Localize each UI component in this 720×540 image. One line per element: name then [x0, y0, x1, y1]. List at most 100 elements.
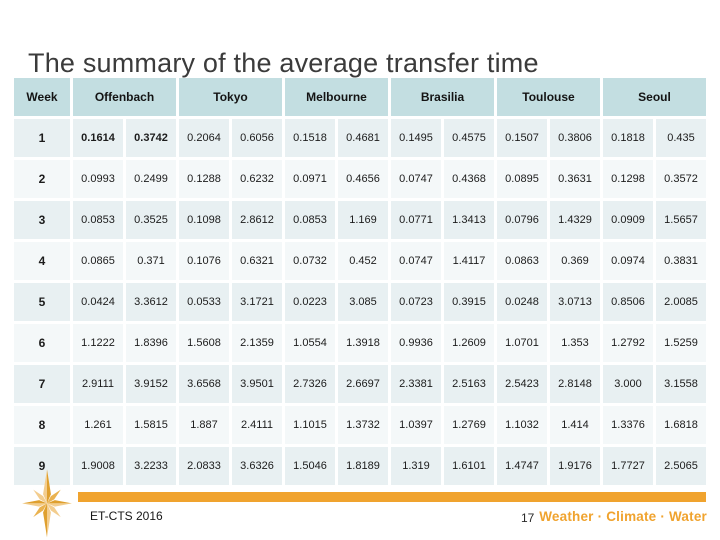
value-cell: 0.0895: [497, 160, 547, 198]
compass-star-icon: [22, 469, 72, 538]
table-row: 9 1.9008 3.2233 2.0833 3.6326 1.5046 1.8189 1.3…: [14, 447, 706, 485]
value-cell: 0.1614: [73, 119, 123, 157]
value-cell: 0.6321: [232, 242, 282, 280]
week-cell: 6: [14, 324, 70, 362]
column-header-city: Offenbach: [73, 78, 176, 116]
value-cell: 0.4656: [338, 160, 388, 198]
weather-climate-water-logo: Weather · Climate · Water: [539, 509, 707, 524]
value-cell: 0.435: [656, 119, 706, 157]
column-header-city: Seoul: [603, 78, 706, 116]
value-cell: 3.6326: [232, 447, 282, 485]
value-cell: 0.0771: [391, 201, 441, 239]
table-row: 1 0.1614 0.3742 0.2064 0.6056 0.1518 0.4681 0.1…: [14, 119, 706, 157]
value-cell: 0.0533: [179, 283, 229, 321]
column-header-city: Melbourne: [285, 78, 388, 116]
value-cell: 1.0701: [497, 324, 547, 362]
value-cell: 0.1298: [603, 160, 653, 198]
value-cell: 1.5046: [285, 447, 335, 485]
value-cell: 0.0248: [497, 283, 547, 321]
value-cell: 0.3525: [126, 201, 176, 239]
value-cell: 3.6568: [179, 365, 229, 403]
table-row: 2 0.0993 0.2499 0.1288 0.6232 0.0971 0.4656 0.0…: [14, 160, 706, 198]
value-cell: 0.0424: [73, 283, 123, 321]
value-cell: 2.5163: [444, 365, 494, 403]
table-row: 7 2.9111 3.9152 3.6568 3.9501 2.7326 2.6697 2.3…: [14, 365, 706, 403]
week-cell: 3: [14, 201, 70, 239]
value-cell: 0.1098: [179, 201, 229, 239]
value-cell: 0.4368: [444, 160, 494, 198]
value-cell: 0.3572: [656, 160, 706, 198]
value-cell: 0.0796: [497, 201, 547, 239]
value-cell: 2.7326: [285, 365, 335, 403]
value-cell: 0.0865: [73, 242, 123, 280]
column-header-city: Tokyo: [179, 78, 282, 116]
value-cell: 0.0732: [285, 242, 335, 280]
value-cell: 1.5259: [656, 324, 706, 362]
value-cell: 2.8612: [232, 201, 282, 239]
table-row: 3 0.0853 0.3525 0.1098 2.8612 0.0853 1.169 0.07…: [14, 201, 706, 239]
value-cell: 0.3831: [656, 242, 706, 280]
value-cell: 3.3612: [126, 283, 176, 321]
value-cell: 0.1076: [179, 242, 229, 280]
value-cell: 0.1818: [603, 119, 653, 157]
accent-bar: [78, 492, 706, 502]
value-cell: 1.9008: [73, 447, 123, 485]
value-cell: 2.8148: [550, 365, 600, 403]
value-cell: 0.0747: [391, 160, 441, 198]
value-cell: 0.2499: [126, 160, 176, 198]
value-cell: 0.0723: [391, 283, 441, 321]
value-cell: 1.1222: [73, 324, 123, 362]
value-cell: 0.452: [338, 242, 388, 280]
value-cell: 1.414: [550, 406, 600, 444]
value-cell: 0.0747: [391, 242, 441, 280]
value-cell: 1.261: [73, 406, 123, 444]
column-header-city: Brasilia: [391, 78, 494, 116]
column-header-city: Toulouse: [497, 78, 600, 116]
value-cell: 1.0397: [391, 406, 441, 444]
value-cell: 1.2609: [444, 324, 494, 362]
value-cell: 1.4117: [444, 242, 494, 280]
value-cell: 1.7727: [603, 447, 653, 485]
value-cell: 1.3732: [338, 406, 388, 444]
value-cell: 3.0713: [550, 283, 600, 321]
table-header-row: Week Offenbach Tokyo Melbourne Brasilia Toulo…: [14, 78, 706, 116]
table-row: 6 1.1222 1.8396 1.5608 2.1359 1.0554 1.3918 0.9…: [14, 324, 706, 362]
value-cell: 1.2769: [444, 406, 494, 444]
week-cell: 2: [14, 160, 70, 198]
value-cell: 0.0853: [73, 201, 123, 239]
value-cell: 1.5657: [656, 201, 706, 239]
value-cell: 0.4575: [444, 119, 494, 157]
value-cell: 0.0993: [73, 160, 123, 198]
value-cell: 2.5423: [497, 365, 547, 403]
column-header-week: Week: [14, 78, 70, 116]
value-cell: 2.9111: [73, 365, 123, 403]
value-cell: 1.1032: [497, 406, 547, 444]
value-cell: 0.6232: [232, 160, 282, 198]
footer-event-label: ET-CTS 2016: [90, 509, 163, 523]
value-cell: 1.319: [391, 447, 441, 485]
value-cell: 3.2233: [126, 447, 176, 485]
page-title: The summary of the average transfer time: [28, 48, 539, 79]
value-cell: 0.1495: [391, 119, 441, 157]
value-cell: 1.353: [550, 324, 600, 362]
value-cell: 2.0085: [656, 283, 706, 321]
value-cell: 1.4329: [550, 201, 600, 239]
value-cell: 0.0909: [603, 201, 653, 239]
value-cell: 1.887: [179, 406, 229, 444]
value-cell: 1.0554: [285, 324, 335, 362]
value-cell: 0.1518: [285, 119, 335, 157]
table-row: 4 0.0865 0.371 0.1076 0.6321 0.0732 0.452 0.074…: [14, 242, 706, 280]
value-cell: 0.0863: [497, 242, 547, 280]
value-cell: 0.3915: [444, 283, 494, 321]
week-cell: 5: [14, 283, 70, 321]
value-cell: 1.6101: [444, 447, 494, 485]
week-cell: 8: [14, 406, 70, 444]
value-cell: 0.4681: [338, 119, 388, 157]
value-cell: 2.6697: [338, 365, 388, 403]
week-cell: 7: [14, 365, 70, 403]
value-cell: 2.3381: [391, 365, 441, 403]
value-cell: 0.369: [550, 242, 600, 280]
week-cell: 1: [14, 119, 70, 157]
value-cell: 1.2792: [603, 324, 653, 362]
value-cell: 1.169: [338, 201, 388, 239]
